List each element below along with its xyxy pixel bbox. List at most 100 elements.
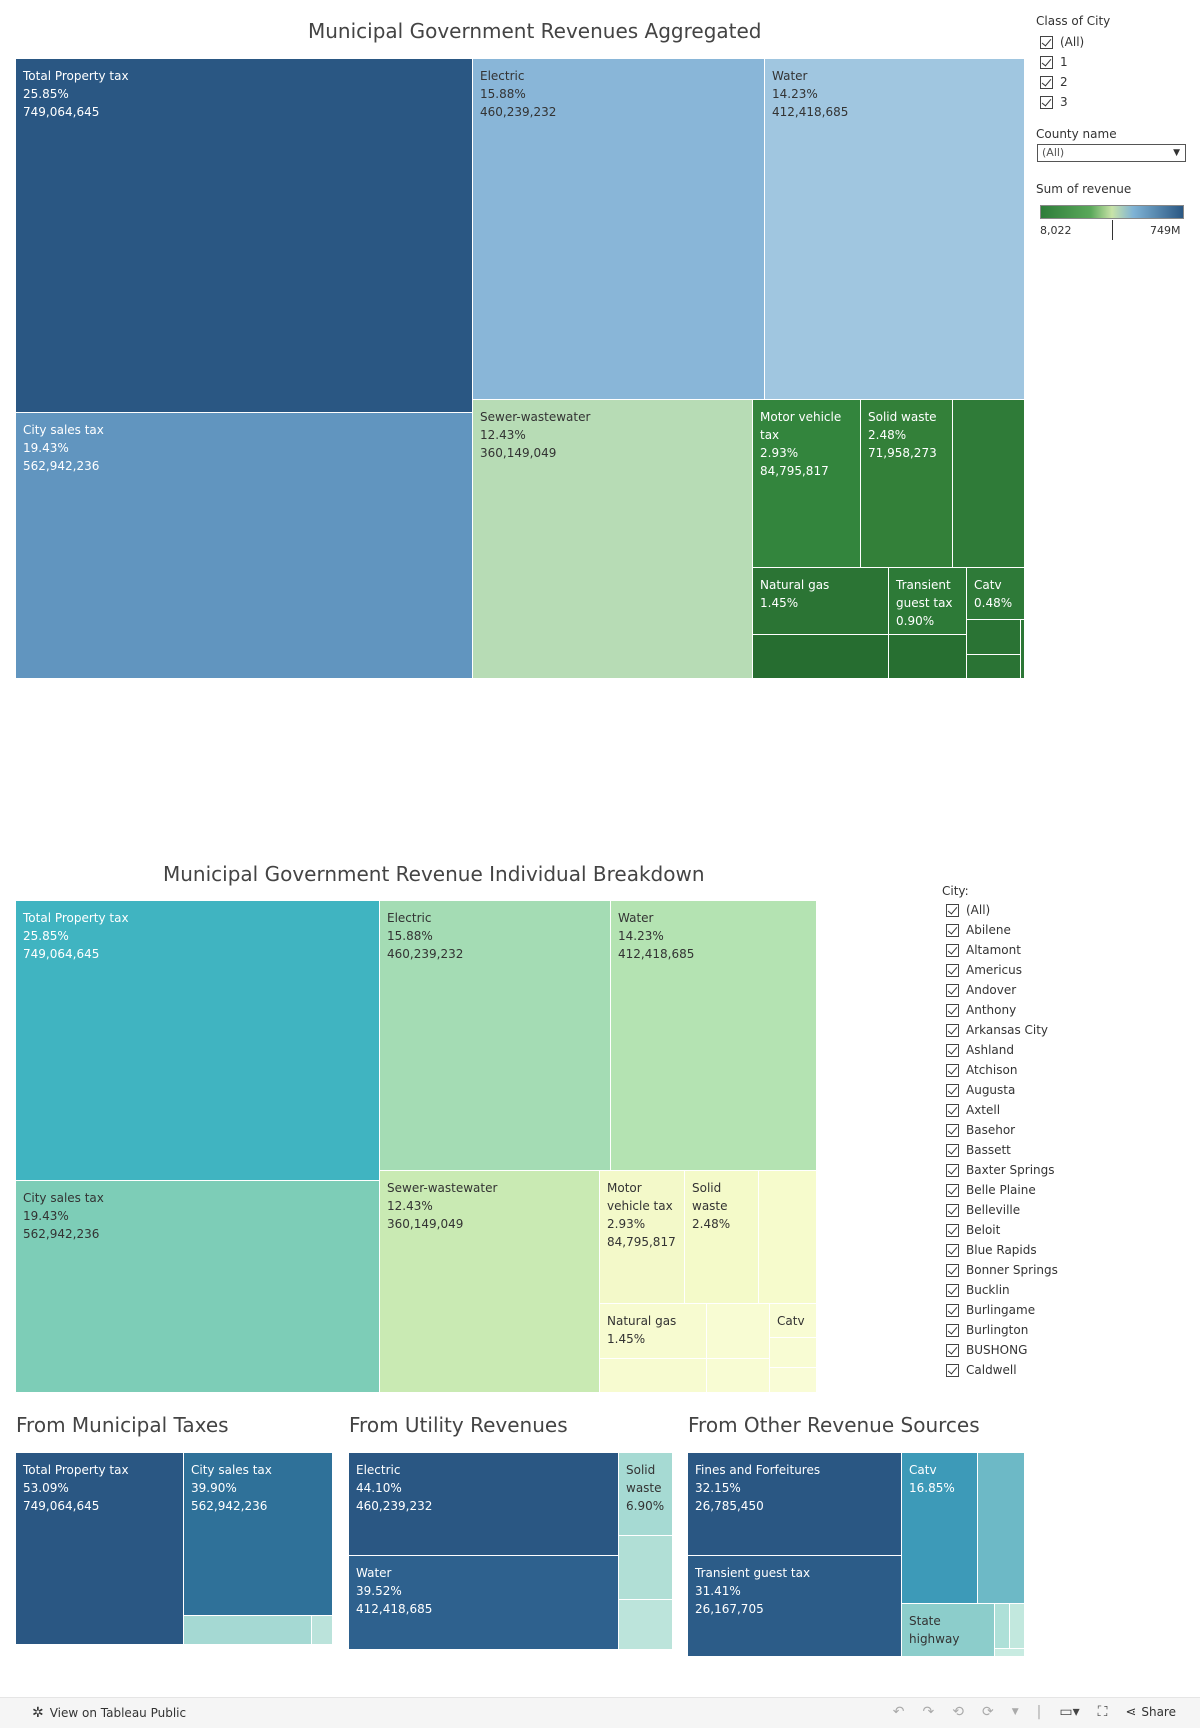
treemap-tile[interactable]: Total Property tax 53.09% 749,064,645: [16, 1453, 184, 1645]
checkbox-icon[interactable]: [946, 1183, 959, 1197]
checkbox-icon[interactable]: [946, 1203, 959, 1217]
city-option[interactable]: Atchison: [942, 1060, 1058, 1080]
city-option[interactable]: Americus: [942, 960, 1058, 980]
treemap-tile[interactable]: [995, 1649, 1025, 1657]
treemap-tile[interactable]: [978, 1453, 1025, 1604]
city-option[interactable]: Bucklin: [942, 1280, 1058, 1300]
checkbox-icon[interactable]: [946, 983, 959, 997]
checkbox-icon[interactable]: [946, 1103, 959, 1117]
treemap-tile[interactable]: [619, 1536, 673, 1600]
class-option-all[interactable]: (All): [1036, 32, 1110, 52]
treemap-tile[interactable]: Transient guest tax 31.41% 26,167,705: [688, 1556, 902, 1657]
checkbox-icon[interactable]: [946, 963, 959, 977]
city-option[interactable]: Beloit: [942, 1220, 1058, 1240]
checkbox-icon[interactable]: [946, 1223, 959, 1237]
city-option[interactable]: Basehor: [942, 1120, 1058, 1140]
view-on-tableau-link[interactable]: ✲ View on Tableau Public: [32, 1705, 186, 1721]
checkbox-icon[interactable]: [1040, 75, 1053, 89]
treemap-tile[interactable]: City sales tax 19.43% 562,942,236: [16, 1181, 380, 1393]
treemap-tile[interactable]: Motor vehicle tax 2.93% 84,795,817: [600, 1171, 685, 1304]
checkbox-icon[interactable]: [946, 1303, 959, 1317]
city-option[interactable]: Burlingame: [942, 1300, 1058, 1320]
city-option[interactable]: Baxter Springs: [942, 1160, 1058, 1180]
class-option-1[interactable]: 1: [1036, 52, 1110, 72]
checkbox-icon[interactable]: [946, 923, 959, 937]
checkbox-icon[interactable]: [946, 1323, 959, 1337]
checkbox-icon[interactable]: [946, 1343, 959, 1357]
treemap-tile[interactable]: [1010, 1604, 1025, 1649]
treemap-tile[interactable]: Electric 44.10% 460,239,232: [349, 1453, 619, 1556]
treemap-tile[interactable]: [184, 1616, 312, 1645]
checkbox-icon[interactable]: [946, 1143, 959, 1157]
checkbox-icon[interactable]: [946, 1063, 959, 1077]
treemap-tile[interactable]: [770, 1368, 817, 1393]
treemap-tile[interactable]: State highway: [902, 1604, 995, 1657]
treemap-tile[interactable]: Catv 16.85%: [902, 1453, 978, 1604]
treemap-tile[interactable]: [953, 400, 1025, 568]
checkbox-icon[interactable]: [946, 1263, 959, 1277]
checkbox-icon[interactable]: [946, 1023, 959, 1037]
treemap-tile[interactable]: Electric 15.88% 460,239,232: [380, 901, 611, 1171]
treemap-tile[interactable]: [707, 1304, 770, 1359]
county-name-select[interactable]: (All) ▼: [1037, 144, 1186, 162]
treemap-tile[interactable]: [759, 1171, 817, 1304]
checkbox-icon[interactable]: [1040, 55, 1053, 69]
treemap-tile[interactable]: Natural gas 1.45%: [600, 1304, 707, 1359]
pause-icon[interactable]: ▼: [1011, 1707, 1019, 1717]
city-option[interactable]: Caldwell: [942, 1360, 1058, 1380]
treemap-tile[interactable]: [753, 635, 889, 679]
checkbox-icon[interactable]: [946, 1083, 959, 1097]
treemap-tile[interactable]: [995, 1604, 1010, 1649]
treemap-tile[interactable]: [967, 655, 1021, 679]
treemap-tile[interactable]: Transient guest tax 0.90%: [889, 568, 967, 635]
checkbox-icon[interactable]: [946, 1123, 959, 1137]
treemap-tile[interactable]: [619, 1600, 673, 1650]
share-button[interactable]: ⋖ Share: [1125, 1705, 1176, 1720]
undo-icon[interactable]: ↶: [892, 1704, 905, 1720]
city-option[interactable]: Bassett: [942, 1140, 1058, 1160]
checkbox-icon[interactable]: [946, 1043, 959, 1057]
city-option[interactable]: Andover: [942, 980, 1058, 1000]
redo-icon[interactable]: ↷: [922, 1704, 935, 1720]
treemap-tile[interactable]: Water 14.23% 412,418,685: [611, 901, 817, 1171]
treemap-tile[interactable]: [967, 620, 1021, 655]
treemap-tile[interactable]: Electric 15.88% 460,239,232: [473, 59, 765, 400]
city-option[interactable]: Axtell: [942, 1100, 1058, 1120]
treemap-tile[interactable]: [707, 1359, 770, 1393]
treemap-tile[interactable]: Natural gas 1.45%: [753, 568, 889, 635]
treemap-tile[interactable]: Solid waste 6.90%: [619, 1453, 673, 1536]
comment-icon[interactable]: ▭▾: [1059, 1704, 1080, 1720]
treemap-tile[interactable]: [1021, 620, 1025, 679]
city-option[interactable]: Burlington: [942, 1320, 1058, 1340]
treemap-tile[interactable]: [312, 1616, 333, 1645]
treemap-tile[interactable]: Fines and Forfeitures 32.15% 26,785,450: [688, 1453, 902, 1556]
treemap-tile[interactable]: Solid waste 2.48%: [685, 1171, 759, 1304]
treemap-tile[interactable]: Water 39.52% 412,418,685: [349, 1556, 619, 1650]
city-option[interactable]: Anthony: [942, 1000, 1058, 1020]
treemap-tile[interactable]: Catv: [770, 1304, 817, 1338]
city-option[interactable]: BUSHONG: [942, 1340, 1058, 1360]
treemap-tile[interactable]: Motor vehicle tax 2.93% 84,795,817: [753, 400, 861, 568]
city-option[interactable]: Altamont: [942, 940, 1058, 960]
city-option[interactable]: Abilene: [942, 920, 1058, 940]
city-option[interactable]: Arkansas City: [942, 1020, 1058, 1040]
treemap-tile[interactable]: Sewer-wastewater 12.43% 360,149,049: [380, 1171, 600, 1393]
revert-icon[interactable]: ⟲: [952, 1704, 964, 1720]
treemap-tile[interactable]: Total Property tax 25.85% 749,064,645: [16, 59, 473, 413]
city-option[interactable]: Ashland: [942, 1040, 1058, 1060]
checkbox-icon[interactable]: [1040, 35, 1053, 49]
class-option-3[interactable]: 3: [1036, 92, 1110, 112]
checkbox-icon[interactable]: [946, 1283, 959, 1297]
treemap-tile[interactable]: Solid waste 2.48% 71,958,273: [861, 400, 953, 568]
treemap-tile[interactable]: City sales tax 39.90% 562,942,236: [184, 1453, 333, 1616]
treemap-tile[interactable]: [889, 635, 967, 679]
treemap-tile[interactable]: [770, 1338, 817, 1368]
checkbox-icon[interactable]: [946, 1243, 959, 1257]
class-option-2[interactable]: 2: [1036, 72, 1110, 92]
treemap-tile[interactable]: Sewer-wastewater 12.43% 360,149,049: [473, 400, 753, 679]
treemap-tile[interactable]: Water 14.23% 412,418,685: [765, 59, 1025, 400]
city-option[interactable]: Augusta: [942, 1080, 1058, 1100]
city-option[interactable]: Belleville: [942, 1200, 1058, 1220]
city-option[interactable]: (All): [942, 900, 1058, 920]
treemap-tile[interactable]: Catv 0.48%: [967, 568, 1025, 620]
